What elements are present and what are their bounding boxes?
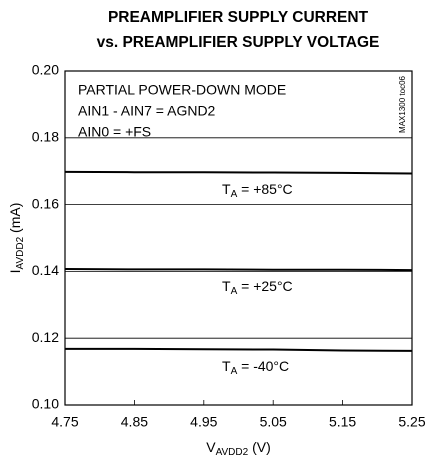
series-line	[64, 170, 413, 175]
annotation: AIN1 - AIN7 = AGND2	[78, 103, 216, 119]
y-axis-label-rest: (mA)	[7, 203, 23, 237]
y-axis-label-sub: AVDD2	[15, 236, 26, 269]
series-label: TA = +25°C	[222, 278, 293, 297]
x-tick-label: 5.15	[329, 414, 356, 430]
series-label-rest: = -40°C	[237, 358, 289, 374]
series-label-sub: A	[231, 286, 238, 297]
y-tick-label: 0.12	[32, 329, 59, 345]
series-line	[65, 347, 413, 352]
y-tick-label: 0.18	[32, 129, 59, 145]
x-tick-label: 5.25	[398, 414, 425, 430]
series-label-main: T	[222, 278, 231, 294]
x-tick-label: 4.85	[121, 414, 148, 430]
x-axis-label-rest: (V)	[248, 439, 271, 455]
series-label-sub: A	[231, 189, 238, 200]
annotation: PARTIAL POWER-DOWN MODE	[78, 82, 286, 98]
series-label: TA = +85°C	[222, 181, 293, 200]
x-tick-label: 4.95	[190, 414, 217, 430]
x-axis-label: VAVDD2 (V)	[206, 439, 271, 458]
y-tick-label: 0.20	[32, 62, 59, 78]
y-axis-label: IAVDD2 (mA)	[7, 203, 26, 274]
y-tick-label: 0.16	[32, 195, 59, 211]
x-tick-label: 5.05	[260, 414, 287, 430]
series-line	[64, 268, 413, 272]
watermark: MAX1300 toc06	[398, 75, 407, 132]
chart-title: vs. PREAMPLIFIER SUPPLY VOLTAGE	[97, 34, 380, 51]
plot-frame	[64, 70, 413, 406]
y-tick-label: 0.10	[32, 396, 59, 412]
y-tick-label: 0.14	[32, 262, 59, 278]
chart-title: PREAMPLIFIER SUPPLY CURRENT	[108, 9, 369, 26]
series-label-main: T	[222, 358, 231, 374]
x-axis-label-main: V	[206, 439, 216, 455]
x-tick-label: 4.75	[51, 414, 78, 430]
series-label: TA = -40°C	[222, 358, 289, 377]
x-axis-label-sub: AVDD2	[216, 447, 249, 458]
series-label-main: T	[222, 181, 231, 197]
series-label-sub: A	[231, 366, 238, 377]
series-label-rest: = +25°C	[237, 278, 292, 294]
annotation: AIN0 = +FS	[78, 124, 151, 140]
y-axis-label-main: I	[7, 269, 23, 273]
series-label-rest: = +85°C	[237, 181, 292, 197]
